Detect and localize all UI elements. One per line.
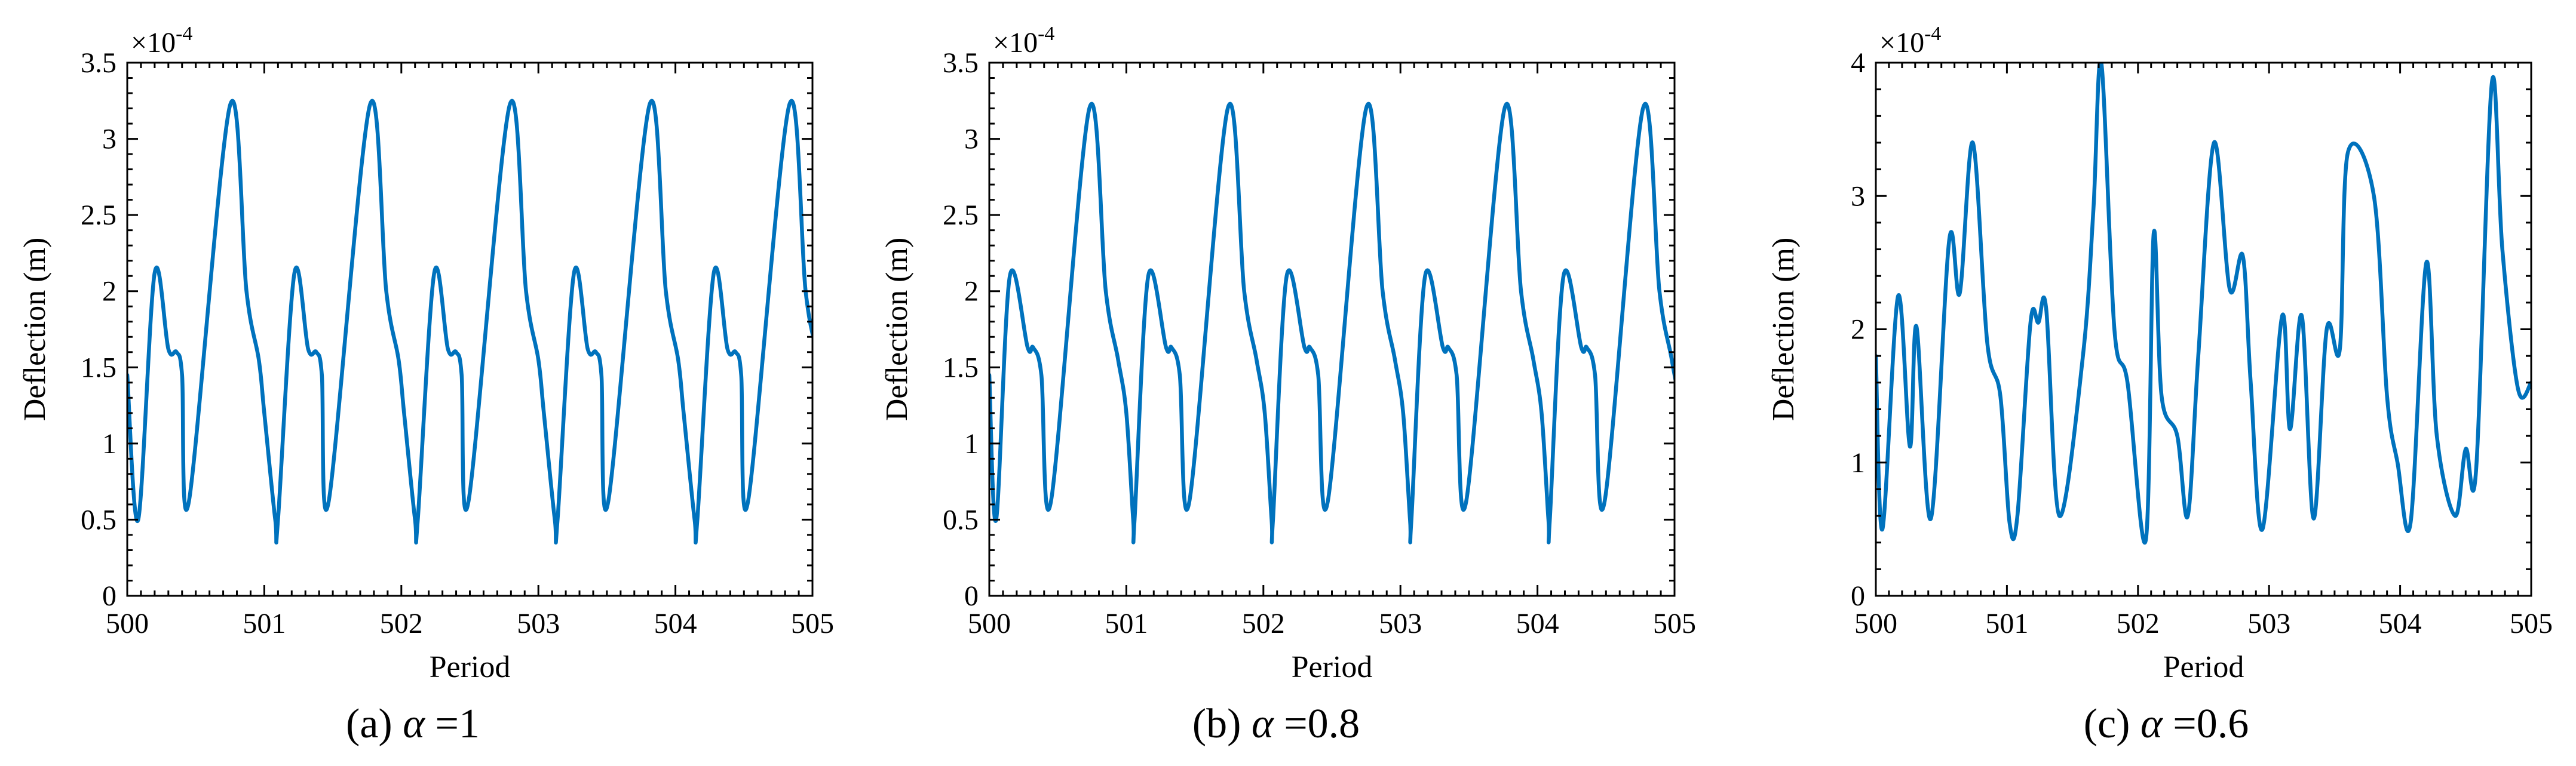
y-tick-label: 2.5 [81, 199, 116, 231]
deflection-series-line [989, 101, 1675, 544]
y-tick-label: 4 [1851, 47, 1865, 79]
y-axis-label: Deflection (m) [880, 238, 914, 422]
x-tick-label: 500 [106, 608, 149, 639]
x-tick-label: 505 [2510, 608, 2553, 639]
y-tick-label: 3 [102, 124, 116, 155]
y-tick-label: 3 [1851, 180, 1865, 212]
x-axis-label: Period [2163, 650, 2244, 684]
panel-caption: (c) α =0.6 [2084, 701, 2249, 747]
y-tick-label: 0.5 [81, 504, 116, 536]
y-tick-label: 0 [964, 580, 979, 612]
y-axis-label: Deflection (m) [18, 238, 52, 422]
x-tick-label: 502 [380, 608, 423, 639]
y-tick-label: 3 [964, 124, 979, 155]
y-tick-label: 0 [102, 580, 116, 612]
y-tick-label: 0 [1851, 580, 1865, 612]
x-tick-label: 504 [2379, 608, 2422, 639]
deflection-series-line [1876, 63, 2531, 544]
y-axis-label: Deflection (m) [1767, 238, 1801, 422]
panel-caption: (a) α =1 [346, 701, 480, 747]
chart-panel-1: 500 501 502 503 504 505 0 0.5 1 1.5 2 2.5 3 3.5 ×10-4 P… [18, 23, 834, 747]
deflection-series-line [127, 99, 812, 545]
y-tick-label: 1 [1851, 447, 1865, 479]
x-tick-label: 504 [654, 608, 697, 639]
x-tick-label: 501 [243, 608, 286, 639]
y-tick-label: 2.5 [943, 199, 979, 231]
y-tick-label: 3.5 [81, 47, 116, 79]
panel-caption: (b) α =0.8 [1192, 701, 1360, 747]
x-axis-label: Period [1292, 650, 1373, 684]
y-exponent-label: ×10-4 [1879, 23, 1941, 59]
x-tick-label: 501 [1105, 608, 1148, 639]
x-tick-label: 500 [968, 608, 1011, 639]
y-exponent-label: ×10-4 [131, 23, 192, 59]
y-tick-label: 2 [964, 276, 979, 307]
x-tick-label: 502 [1242, 608, 1285, 639]
y-tick-label: 1.5 [81, 352, 116, 383]
chart-panel-2: 500 501 502 503 504 505 0 0.5 1 1.5 2 2.5 3 3.5 ×10-4 P… [880, 23, 1696, 747]
x-tick-label: 503 [2247, 608, 2290, 639]
x-axis-label: Period [430, 650, 511, 684]
x-tick-label: 505 [791, 608, 834, 639]
x-tick-label: 501 [1985, 608, 2028, 639]
x-tick-label: 505 [1653, 608, 1696, 639]
y-tick-label: 1.5 [943, 352, 979, 383]
x-tick-label: 504 [1516, 608, 1559, 639]
x-tick-label: 503 [1379, 608, 1422, 639]
x-tick-label: 500 [1854, 608, 1897, 639]
y-tick-label: 0.5 [943, 504, 979, 536]
y-tick-label: 2 [1851, 314, 1865, 346]
y-tick-label: 1 [102, 428, 116, 460]
x-tick-label: 503 [517, 608, 560, 639]
y-tick-label: 3.5 [943, 47, 979, 79]
y-tick-label: 2 [102, 276, 116, 307]
y-tick-label: 1 [964, 428, 979, 460]
y-exponent-label: ×10-4 [993, 23, 1054, 59]
axes-box [988, 61, 1676, 597]
chart-panel-3: 500 501 502 503 504 505 0 1 2 3 4 ×10-4 Period Deflec… [1767, 23, 2553, 747]
x-tick-label: 502 [2117, 608, 2160, 639]
